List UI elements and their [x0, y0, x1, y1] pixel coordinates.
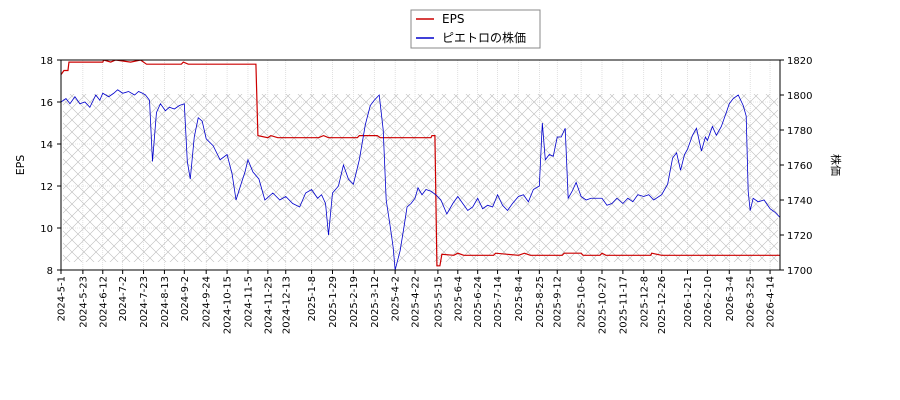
x-tick-label-25: 2025-10-6	[577, 276, 588, 328]
x-tick-label-8: 2024-10-15	[223, 276, 234, 334]
x-tick-label-12: 2025-1-8	[307, 276, 318, 321]
x-tick-label-28: 2025-12-8	[639, 276, 650, 328]
x-tick-label-23: 2025-8-25	[535, 276, 546, 328]
series-layer	[61, 60, 780, 270]
series-line-price	[61, 89, 780, 270]
y-left-tick-label-1: 10	[40, 224, 53, 235]
grid	[60, 59, 780, 271]
x-tick-label-2: 2024-6-12	[98, 276, 109, 328]
y-left-tick-label-3: 14	[40, 140, 53, 151]
x-tick-label-24: 2025-9-12	[553, 276, 564, 328]
x-tick-label-31: 2026-2-10	[703, 276, 714, 328]
y-right-tick-label-4: 1780	[787, 126, 812, 137]
series-line-eps	[61, 60, 780, 267]
x-tick-label-29: 2025-12-26	[657, 276, 668, 334]
x-tick-label-32: 2026-3-4	[725, 276, 736, 321]
y-left-tick-label-5: 18	[40, 56, 53, 67]
x-tick-label-16: 2025-4-2	[391, 276, 402, 321]
x-tick-label-4: 2024-7-23	[139, 276, 150, 328]
y-right-tick-label-2: 1740	[787, 196, 812, 207]
y-left-tick-label-2: 12	[40, 182, 53, 193]
x-tick-label-9: 2024-11-5	[243, 276, 254, 328]
x-tick-label-22: 2025-8-4	[514, 276, 525, 321]
x-tick-label-33: 2026-3-25	[746, 276, 757, 328]
x-tick-label-30: 2026-1-21	[683, 276, 694, 328]
x-tick-label-1: 2024-5-23	[78, 276, 89, 328]
y-left-tick-label-0: 8	[47, 266, 53, 277]
y-right-tick-label-0: 1700	[787, 266, 812, 277]
legend-label-price: ピエトロの株価	[442, 30, 526, 45]
x-tick-label-19: 2025-6-4	[453, 276, 464, 321]
x-tick-label-5: 2024-8-13	[160, 276, 171, 328]
x-tick-label-26: 2025-10-27	[597, 276, 608, 334]
y-left-tick-label-4: 16	[40, 98, 53, 109]
y-left-label: EPS	[14, 155, 27, 176]
x-tick-label-7: 2024-9-24	[202, 276, 213, 328]
legend-box	[410, 9, 541, 49]
x-tick-label-17: 2025-4-22	[411, 276, 422, 328]
y-right-tick-label-1: 1720	[787, 231, 812, 242]
x-tick-label-18: 2025-5-15	[433, 276, 444, 328]
x-tick-label-34: 2026-4-14	[766, 276, 777, 328]
x-tick-label-27: 2025-11-17	[618, 276, 629, 334]
x-tick-label-13: 2025-1-29	[328, 276, 339, 328]
x-tick-label-14: 2025-2-19	[349, 276, 360, 328]
x-tick-label-15: 2025-3-12	[370, 276, 381, 328]
y-right-tick-label-6: 1820	[787, 56, 812, 67]
y-right-label: 株価	[829, 154, 843, 176]
x-tick-label-20: 2025-6-24	[473, 276, 484, 328]
y-right-tick-label-5: 1800	[787, 91, 812, 102]
x-tick-label-0: 2024-5-1	[57, 276, 68, 321]
x-tick-label-3: 2024-7-2	[118, 276, 129, 321]
x-tick-label-11: 2024-12-13	[281, 276, 292, 334]
x-tick-label-10: 2024-11-25	[263, 276, 274, 334]
y-right-tick-label-3: 1760	[787, 161, 812, 172]
legend-label-eps: EPS	[442, 12, 464, 26]
axes: 8 10 12 14 16 18 1700 1720 1740 1760 1780 1800 1820 2…	[40, 56, 812, 334]
plot-background	[61, 60, 780, 270]
x-tick-label-6: 2024-9-2	[180, 276, 191, 321]
x-tick-label-21: 2025-7-14	[493, 276, 504, 328]
plot-hatch	[63, 94, 778, 262]
legend: EPS ピエトロの株価	[410, 9, 541, 49]
